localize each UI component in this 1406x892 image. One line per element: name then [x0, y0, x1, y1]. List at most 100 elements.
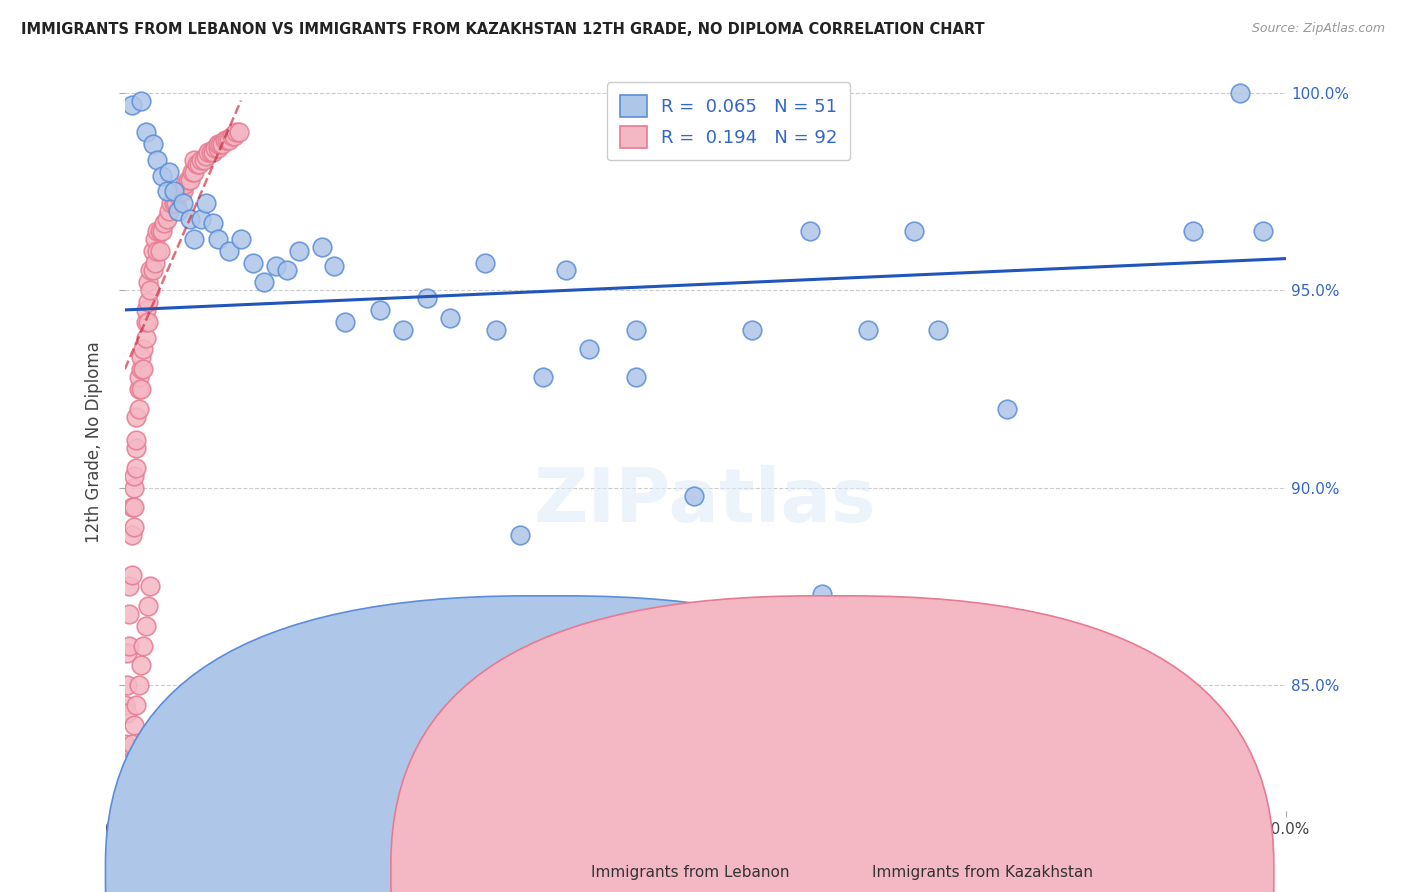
- Point: [202, 145, 225, 159]
- Point: [392, 323, 415, 337]
- Point: [115, 777, 138, 791]
- Point: [115, 706, 138, 720]
- Point: [136, 275, 159, 289]
- Point: [122, 500, 145, 515]
- Point: [128, 678, 150, 692]
- Point: [253, 275, 276, 289]
- Point: [128, 382, 150, 396]
- Point: [136, 599, 159, 613]
- Point: [135, 330, 157, 344]
- Point: [160, 196, 183, 211]
- Point: [439, 310, 461, 325]
- Point: [165, 196, 187, 211]
- Point: [125, 461, 148, 475]
- Point: [121, 97, 143, 112]
- Point: [132, 362, 155, 376]
- Point: [142, 263, 165, 277]
- Point: [167, 204, 190, 219]
- Point: [179, 172, 201, 186]
- Point: [288, 244, 311, 258]
- Point: [682, 489, 704, 503]
- Point: [121, 500, 143, 515]
- Point: [1229, 86, 1251, 100]
- Point: [125, 441, 148, 455]
- Point: [139, 263, 162, 277]
- Point: [183, 232, 205, 246]
- Point: [218, 133, 240, 147]
- Point: [146, 153, 169, 167]
- Point: [1251, 224, 1274, 238]
- Point: [195, 196, 218, 211]
- Text: IMMIGRANTS FROM LEBANON VS IMMIGRANTS FROM KAZAKHSTAN 12TH GRADE, NO DIPLOMA COR: IMMIGRANTS FROM LEBANON VS IMMIGRANTS FR…: [21, 22, 984, 37]
- Point: [146, 244, 169, 258]
- Point: [183, 153, 205, 167]
- Point: [142, 244, 165, 258]
- Point: [114, 698, 136, 712]
- Point: [128, 401, 150, 416]
- Text: ZIPatlas: ZIPatlas: [534, 465, 877, 538]
- Point: [195, 149, 218, 163]
- Point: [125, 434, 148, 448]
- Point: [225, 125, 247, 139]
- Point: [118, 579, 141, 593]
- Point: [190, 212, 212, 227]
- Point: [128, 370, 150, 384]
- Point: [129, 362, 152, 376]
- Point: [995, 401, 1018, 416]
- Point: [125, 409, 148, 424]
- Point: [202, 216, 225, 230]
- Point: [188, 157, 211, 171]
- Point: [162, 196, 184, 211]
- Point: [142, 137, 165, 152]
- Point: [153, 216, 176, 230]
- Point: [810, 587, 832, 601]
- Point: [118, 639, 141, 653]
- Point: [129, 658, 152, 673]
- Point: [132, 639, 155, 653]
- Point: [122, 481, 145, 495]
- Point: [181, 164, 204, 178]
- Point: [211, 137, 233, 152]
- Point: [200, 145, 222, 159]
- Text: Immigrants from Lebanon: Immigrants from Lebanon: [591, 865, 789, 880]
- Point: [485, 323, 508, 337]
- Point: [204, 141, 226, 155]
- Point: [135, 619, 157, 633]
- Point: [169, 185, 191, 199]
- Point: [167, 188, 190, 202]
- Text: Immigrants from Kazakhstan: Immigrants from Kazakhstan: [872, 865, 1092, 880]
- Point: [129, 382, 152, 396]
- Point: [416, 291, 439, 305]
- Point: [509, 528, 531, 542]
- Point: [132, 343, 155, 357]
- Point: [555, 263, 578, 277]
- Point: [146, 224, 169, 238]
- Point: [121, 567, 143, 582]
- Point: [1182, 224, 1205, 238]
- Point: [121, 528, 143, 542]
- Point: [157, 164, 180, 178]
- Point: [143, 255, 166, 269]
- Point: [741, 323, 763, 337]
- Point: [122, 468, 145, 483]
- Point: [149, 244, 172, 258]
- Point: [264, 260, 287, 274]
- Point: [174, 177, 197, 191]
- Point: [172, 196, 194, 211]
- Point: [215, 133, 238, 147]
- Point: [221, 129, 243, 144]
- Point: [143, 232, 166, 246]
- Y-axis label: 12th Grade, No Diploma: 12th Grade, No Diploma: [86, 342, 103, 543]
- Point: [135, 302, 157, 317]
- Point: [578, 343, 600, 357]
- Point: [115, 678, 138, 692]
- Point: [118, 607, 141, 621]
- Point: [150, 169, 173, 183]
- Point: [118, 757, 141, 772]
- Point: [136, 295, 159, 310]
- Point: [135, 315, 157, 329]
- Point: [114, 797, 136, 811]
- Point: [139, 283, 162, 297]
- Point: [193, 153, 215, 167]
- Point: [121, 737, 143, 751]
